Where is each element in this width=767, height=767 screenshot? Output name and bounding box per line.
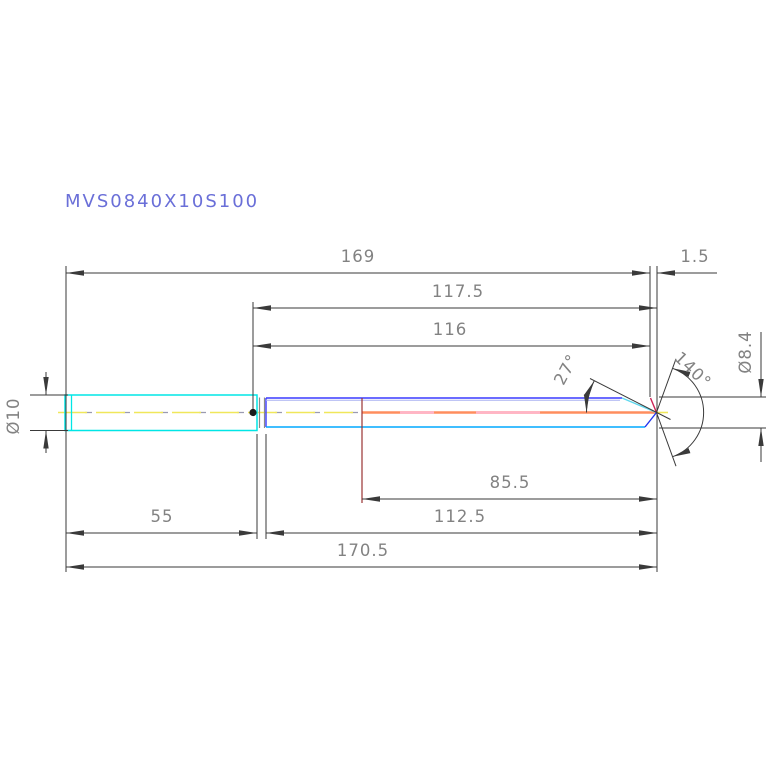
dim-label-1-5: 1.5 [680,247,709,266]
dim-label-dia8-4: Ø8.4 [736,330,755,373]
dim-label-dia10: Ø10 [4,398,23,435]
point-cone-top-edge [649,397,658,413]
datum-origin-dot [249,408,257,417]
dim-label-85-5: 85.5 [490,473,531,492]
shank-outline [64,394,258,432]
part-geometry [58,394,668,432]
angle-27-arc [583,380,595,413]
point-angle-ray-upper [656,358,677,413]
point-cone-bottom-edge [644,412,658,428]
drawing-title: MVS0840X10S100 [65,191,259,212]
point-angle-arc [672,367,705,458]
dim-label-55: 55 [151,507,174,526]
point-lip-line [621,397,657,414]
dim-label-116: 116 [433,320,468,339]
angle-dimensions [583,358,705,467]
dim-label-117-5: 117.5 [432,282,484,301]
dim-label-169: 169 [341,247,376,266]
dim-label-112-5: 112.5 [434,507,486,526]
dimension-lines [43,270,764,570]
dim-label-170-5: 170.5 [337,541,389,560]
point-angle-ray-lower [656,412,677,467]
